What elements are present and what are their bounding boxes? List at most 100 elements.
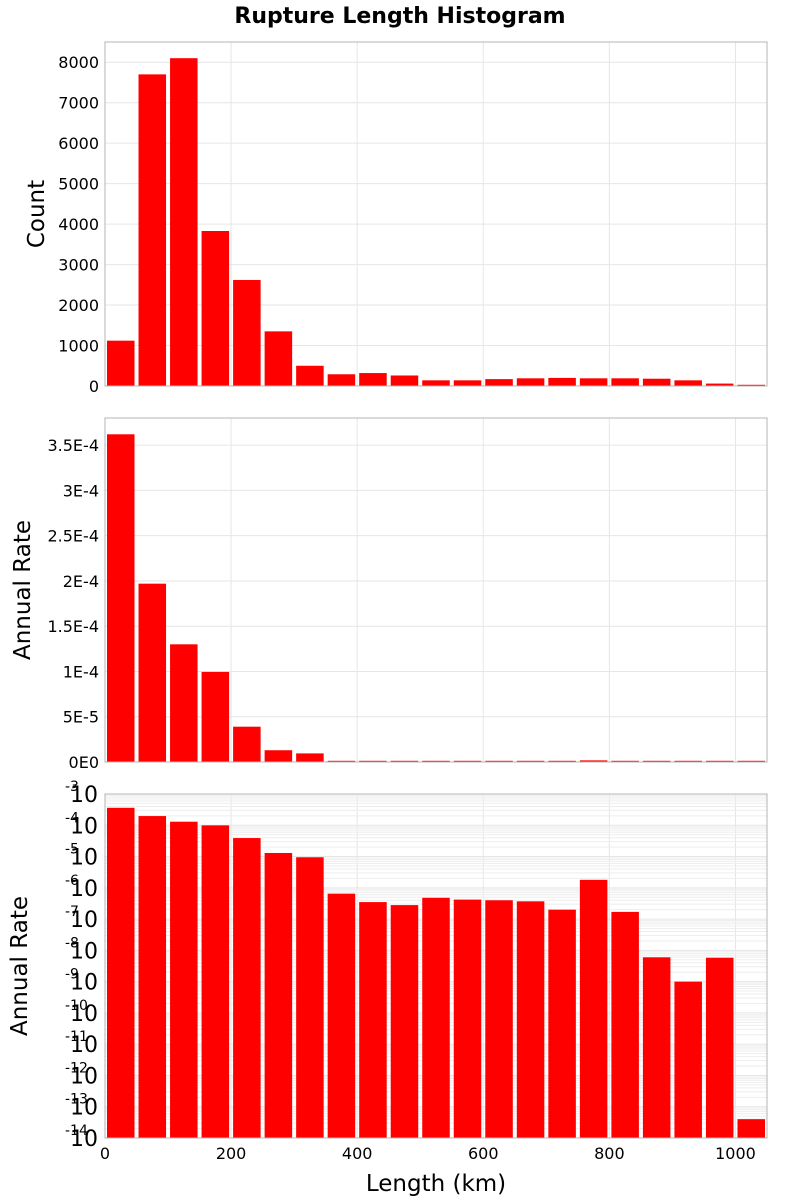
y-tick-exponent: -13 [65, 1092, 88, 1108]
histogram-bar [170, 821, 198, 1138]
histogram-bar [705, 383, 734, 386]
histogram-bar [485, 900, 513, 1138]
y-tick-exponent: -4 [65, 810, 79, 826]
histogram-bar [674, 760, 702, 762]
histogram-bar [705, 957, 734, 1138]
y-tick-label: 4000 [58, 215, 99, 234]
histogram-bar [359, 373, 387, 386]
histogram-bar [201, 825, 230, 1138]
y-tick-label: 10 [70, 908, 98, 933]
histogram-bar [264, 750, 293, 762]
y-tick-label: 6000 [58, 134, 99, 153]
chart-title: Rupture Length Histogram [234, 4, 565, 29]
histogram-bar [579, 760, 608, 762]
y-tick-label: 2000 [58, 296, 99, 315]
histogram-bar [233, 838, 261, 1138]
histogram-bar [170, 644, 198, 762]
y-tick-label: 10 [70, 1064, 98, 1089]
histogram-bar [264, 331, 293, 386]
histogram-bar [233, 279, 261, 386]
histogram-bar [296, 365, 324, 386]
histogram-bar [390, 375, 419, 386]
x-tick-label: 600 [468, 1144, 499, 1163]
y-tick-exponent: -14 [65, 1123, 88, 1139]
plot-frame [104, 793, 768, 1139]
histogram-bar [422, 897, 450, 1138]
y-tick-label: 0 [89, 377, 99, 396]
histogram-bar [516, 378, 545, 386]
histogram-bar [642, 957, 671, 1138]
histogram-bar [170, 58, 198, 387]
y-tick-label: 3.5E-4 [47, 436, 99, 455]
plot-frame [104, 41, 768, 387]
histogram-bar [642, 378, 671, 386]
y-tick-exponent: -11 [65, 1029, 88, 1045]
histogram-bar [674, 981, 702, 1138]
histogram-bar [516, 901, 545, 1138]
histogram-bar [485, 379, 513, 386]
y-tick-label: 5000 [58, 175, 99, 194]
y-tick-exponent: -5 [65, 842, 79, 858]
histogram-bar [453, 899, 482, 1138]
histogram-bar [359, 902, 387, 1138]
x-tick-label: 800 [594, 1144, 625, 1163]
y-tick-label: 1.5E-4 [47, 617, 99, 636]
histogram-bar [737, 1119, 765, 1138]
histogram-bar [390, 760, 419, 762]
histogram-bar [327, 893, 356, 1138]
histogram-bar [453, 760, 482, 762]
y-tick-exponent: -10 [65, 998, 88, 1014]
y-tick-label: 1E-4 [63, 662, 99, 681]
x-tick-label: 1000 [715, 1144, 756, 1163]
histogram-bar [327, 760, 356, 762]
histogram-bar [296, 753, 324, 762]
y-tick-label: 2E-4 [63, 572, 99, 591]
y-tick-exponent: -12 [65, 1060, 88, 1076]
histogram-bar [642, 760, 671, 762]
histogram-bar [579, 378, 608, 386]
annual-rate-log-panel: 10-310-410-510-610-710-810-910-1010-1110… [7, 779, 768, 1163]
histogram-bar [138, 816, 167, 1138]
y-tick-label: 10 [70, 939, 98, 964]
y-tick-label: 2.5E-4 [47, 527, 99, 546]
y-axis-label: Annual Rate [7, 896, 33, 1036]
y-tick-label: 10 [70, 1096, 98, 1121]
histogram-bar [674, 380, 702, 386]
histogram-bar [107, 340, 135, 386]
y-axis-label: Count [24, 180, 50, 248]
y-tick-exponent: -8 [65, 935, 79, 951]
y-tick-exponent: -9 [65, 967, 79, 983]
count-panel: 0 1000 2000 3000 4000 5000 6000 7000 8000 Count [24, 41, 768, 396]
histogram-bar [233, 726, 261, 762]
y-tick-label: 3E-4 [63, 481, 99, 500]
y-tick-label: 5E-5 [63, 708, 99, 727]
histogram-bar [107, 807, 135, 1138]
histogram-bar [516, 760, 545, 762]
histogram-bar [107, 434, 135, 762]
histogram-bar [737, 760, 765, 762]
histogram-bar [705, 760, 734, 762]
histogram-bar [264, 852, 293, 1138]
histogram-bar [422, 760, 450, 762]
y-tick-exponent: -3 [65, 779, 79, 795]
x-tick-label: 400 [342, 1144, 373, 1163]
histogram-bar [201, 230, 230, 386]
histogram-bar [611, 760, 639, 762]
y-tick-label: 10 [70, 971, 98, 996]
x-axis-label: Length (km) [366, 1171, 506, 1197]
histogram-bar [548, 377, 576, 386]
x-tick-label: 200 [216, 1144, 247, 1163]
histogram-bar [737, 384, 765, 386]
y-tick-label: 7000 [58, 94, 99, 113]
y-tick-label: 10 [70, 783, 98, 808]
histogram-bar [579, 879, 608, 1138]
y-tick-label: 10 [70, 1127, 98, 1152]
histogram-bar [422, 380, 450, 386]
y-tick-label: 1000 [58, 337, 99, 356]
histogram-bar [548, 909, 576, 1138]
y-tick-label: 10 [70, 1033, 98, 1058]
histogram-bar [138, 74, 167, 387]
y-axis-label: Annual Rate [10, 520, 36, 660]
y-tick-label: 10 [70, 846, 98, 871]
